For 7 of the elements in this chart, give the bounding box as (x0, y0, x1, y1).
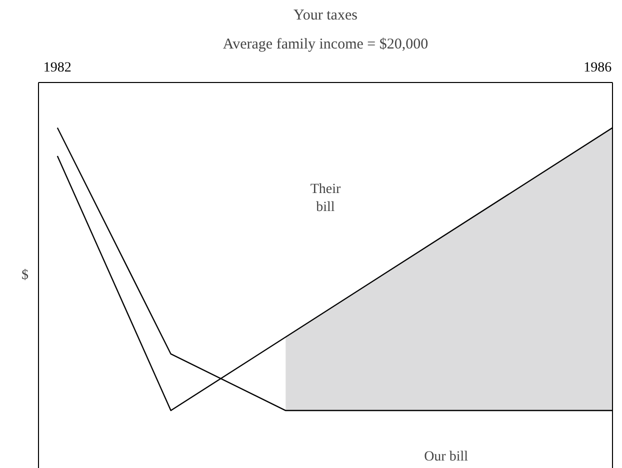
x-tick-label: 1982 (43, 60, 72, 76)
x-tick-label: 1986 (584, 60, 612, 76)
chart-title: Your taxes (294, 8, 358, 24)
chart-subtitle: Average family income = $20,000 (222, 36, 428, 52)
y-axis-title: $ (22, 268, 28, 283)
text: Our bill (424, 449, 468, 464)
annotation: Their bill (310, 182, 341, 215)
